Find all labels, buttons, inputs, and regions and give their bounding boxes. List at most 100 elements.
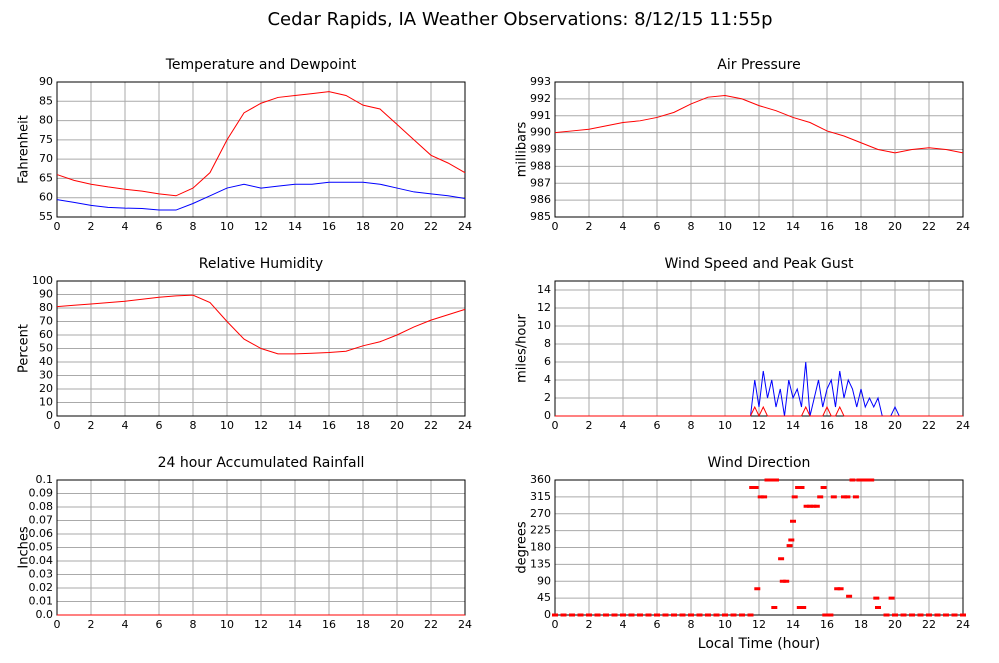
- point: [560, 613, 567, 617]
- y-tick-label: 55: [39, 210, 53, 223]
- point: [552, 613, 558, 617]
- y-tick-label: 70: [39, 315, 53, 328]
- point: [577, 613, 584, 617]
- point: [837, 587, 844, 591]
- x-tick-label: 20: [390, 618, 404, 631]
- y-tick-label: 65: [39, 171, 53, 184]
- point: [790, 519, 796, 523]
- y-tick-label: 0.08: [29, 500, 54, 513]
- point: [688, 613, 694, 617]
- point: [791, 495, 798, 499]
- point: [679, 613, 686, 617]
- y-tick-label: 988: [530, 159, 551, 172]
- y-tick-label: 0: [46, 409, 53, 422]
- y-tick-label: 991: [530, 109, 551, 122]
- y-tick-label: 0.01: [29, 595, 54, 608]
- chart-title: Temperature and Dewpoint: [165, 57, 357, 73]
- point: [856, 478, 863, 482]
- point: [795, 486, 802, 489]
- point: [820, 486, 827, 489]
- plot-frame: [56, 280, 466, 417]
- x-tick-label: 24: [458, 220, 472, 233]
- y-tick-label: 180: [530, 541, 551, 554]
- point: [713, 613, 720, 617]
- point: [844, 495, 851, 499]
- plot-frame: [554, 479, 964, 616]
- plot-frame: [554, 81, 964, 218]
- y-tick-label: 45: [537, 591, 551, 604]
- chart-title: Air Pressure: [717, 57, 800, 73]
- x-tick-label: 18: [356, 419, 370, 432]
- x-tick-label: 8: [688, 220, 695, 233]
- point: [951, 613, 958, 617]
- series-line: [56, 181, 466, 211]
- point: [747, 613, 754, 617]
- x-tick-label: 24: [956, 419, 970, 432]
- x-tick-label: 22: [424, 220, 438, 233]
- y-tick-label: 8: [544, 337, 551, 350]
- point: [671, 613, 677, 617]
- y-tick-label: 80: [39, 114, 53, 127]
- x-tick-label: 10: [220, 618, 234, 631]
- point: [769, 478, 776, 482]
- y-tick-label: 989: [530, 143, 551, 156]
- chart-title: 24 hour Accumulated Rainfall: [158, 455, 365, 471]
- x-tick-label: 16: [820, 618, 834, 631]
- x-tick-label: 6: [156, 220, 163, 233]
- x-tick-label: 6: [156, 419, 163, 432]
- y-tick-label: 135: [530, 557, 551, 570]
- y-tick-label: 0.04: [29, 554, 54, 567]
- y-tick-label: 0.06: [29, 527, 54, 540]
- x-tick-label: 18: [356, 618, 370, 631]
- y-tick-label: 0: [544, 409, 551, 422]
- x-tick-label: 2: [88, 419, 95, 432]
- y-tick-label: 0.05: [29, 541, 54, 554]
- y-tick-label: 985: [530, 210, 551, 223]
- point: [645, 613, 652, 617]
- point: [611, 613, 618, 617]
- x-tick-label: 12: [752, 618, 766, 631]
- x-tick-label: 16: [322, 220, 336, 233]
- point: [943, 613, 949, 617]
- x-tick-label: 0: [552, 220, 559, 233]
- y-tick-label: 10: [39, 396, 53, 409]
- y-tick-label: 85: [39, 94, 53, 107]
- x-tick-label: 0: [552, 618, 559, 631]
- point: [859, 478, 866, 482]
- x-tick-label: 8: [190, 618, 197, 631]
- y-tick-label: 40: [39, 355, 53, 368]
- y-tick-label: 6: [544, 355, 551, 368]
- point: [800, 606, 807, 609]
- point: [696, 613, 703, 617]
- y-tick-label: 0.07: [29, 514, 54, 527]
- x-tick-label: 4: [122, 419, 129, 432]
- y-tick-label: 0.0: [36, 608, 54, 621]
- y-tick-label: 20: [39, 382, 53, 395]
- x-tick-label: 14: [786, 220, 800, 233]
- x-tick-label: 18: [854, 220, 868, 233]
- y-axis-label: millibars: [515, 122, 530, 178]
- point: [628, 613, 635, 617]
- point: [722, 613, 728, 617]
- y-tick-label: 992: [530, 92, 551, 105]
- point: [830, 495, 837, 499]
- series-line: [56, 294, 466, 355]
- y-tick-label: 993: [530, 75, 551, 88]
- y-axis-label: Percent: [17, 324, 32, 373]
- point: [822, 613, 829, 617]
- y-axis-label: Fahrenheit: [17, 115, 32, 184]
- y-tick-label: 986: [530, 193, 551, 206]
- x-tick-label: 10: [220, 220, 234, 233]
- x-tick-label: 2: [88, 618, 95, 631]
- x-tick-label: 22: [922, 419, 936, 432]
- x-tick-label: 0: [54, 419, 61, 432]
- point: [779, 579, 786, 583]
- point: [798, 486, 805, 489]
- point: [761, 495, 768, 499]
- point: [852, 495, 859, 499]
- y-tick-label: 270: [530, 507, 551, 520]
- x-tick-label: 4: [620, 220, 627, 233]
- point: [810, 504, 817, 508]
- x-tick-label: 12: [254, 419, 268, 432]
